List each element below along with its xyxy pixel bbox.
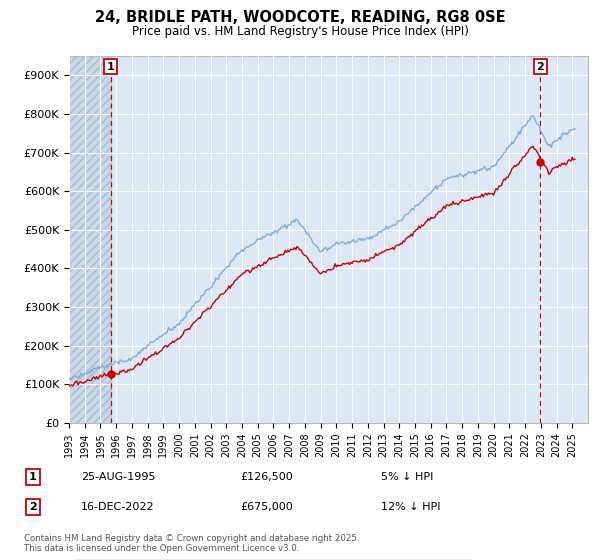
Text: £675,000: £675,000 <box>240 502 293 512</box>
Text: 1: 1 <box>29 472 37 482</box>
Text: 1: 1 <box>107 62 115 72</box>
Text: 12% ↓ HPI: 12% ↓ HPI <box>381 502 440 512</box>
Text: £126,500: £126,500 <box>240 472 293 482</box>
Bar <box>69 56 110 423</box>
Text: 25-AUG-1995: 25-AUG-1995 <box>81 472 155 482</box>
Text: 5% ↓ HPI: 5% ↓ HPI <box>381 472 433 482</box>
Text: 16-DEC-2022: 16-DEC-2022 <box>81 502 155 512</box>
Text: Contains HM Land Registry data © Crown copyright and database right 2025.
This d: Contains HM Land Registry data © Crown c… <box>24 534 359 553</box>
Text: 2: 2 <box>29 502 37 512</box>
Text: Price paid vs. HM Land Registry's House Price Index (HPI): Price paid vs. HM Land Registry's House … <box>131 25 469 38</box>
Text: 24, BRIDLE PATH, WOODCOTE, READING, RG8 0SE: 24, BRIDLE PATH, WOODCOTE, READING, RG8 … <box>95 10 505 25</box>
Text: 2: 2 <box>536 62 544 72</box>
